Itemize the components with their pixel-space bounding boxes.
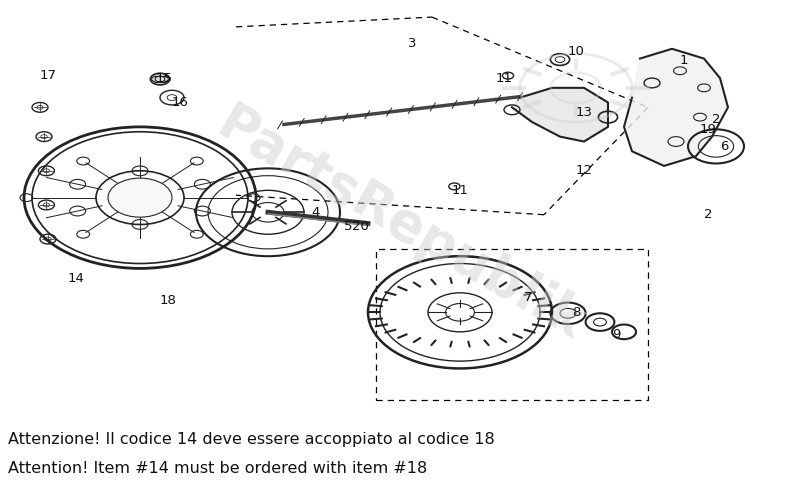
Text: 19: 19 [699,123,717,136]
Text: 11: 11 [451,184,469,197]
Text: 14: 14 [67,272,85,285]
Polygon shape [512,88,608,142]
Circle shape [150,73,170,85]
Text: 5: 5 [344,221,352,233]
Text: 2: 2 [704,208,712,221]
Text: 4: 4 [312,206,320,219]
Text: 7: 7 [524,291,532,304]
Text: 15: 15 [155,72,173,84]
Text: 3: 3 [408,38,416,50]
Polygon shape [624,49,728,166]
Text: Attenzione! Il codice 14 deve essere accoppiato al codice 18: Attenzione! Il codice 14 deve essere acc… [8,432,494,447]
Text: PartsRepublik: PartsRepublik [207,98,593,351]
Circle shape [108,178,172,217]
Text: 1: 1 [680,55,688,67]
Text: 13: 13 [575,106,593,119]
Text: 20: 20 [351,221,369,233]
Text: 17: 17 [39,69,57,82]
Text: 11: 11 [495,72,513,84]
Text: 12: 12 [575,164,593,177]
Text: 2: 2 [712,113,720,126]
Text: 10: 10 [567,45,585,58]
Text: 6: 6 [720,140,728,153]
Text: 18: 18 [159,294,177,306]
Text: 16: 16 [171,96,189,109]
Text: Attention! Item #14 must be ordered with item #18: Attention! Item #14 must be ordered with… [8,461,427,476]
Text: 9: 9 [612,328,620,341]
Text: 8: 8 [572,306,580,319]
